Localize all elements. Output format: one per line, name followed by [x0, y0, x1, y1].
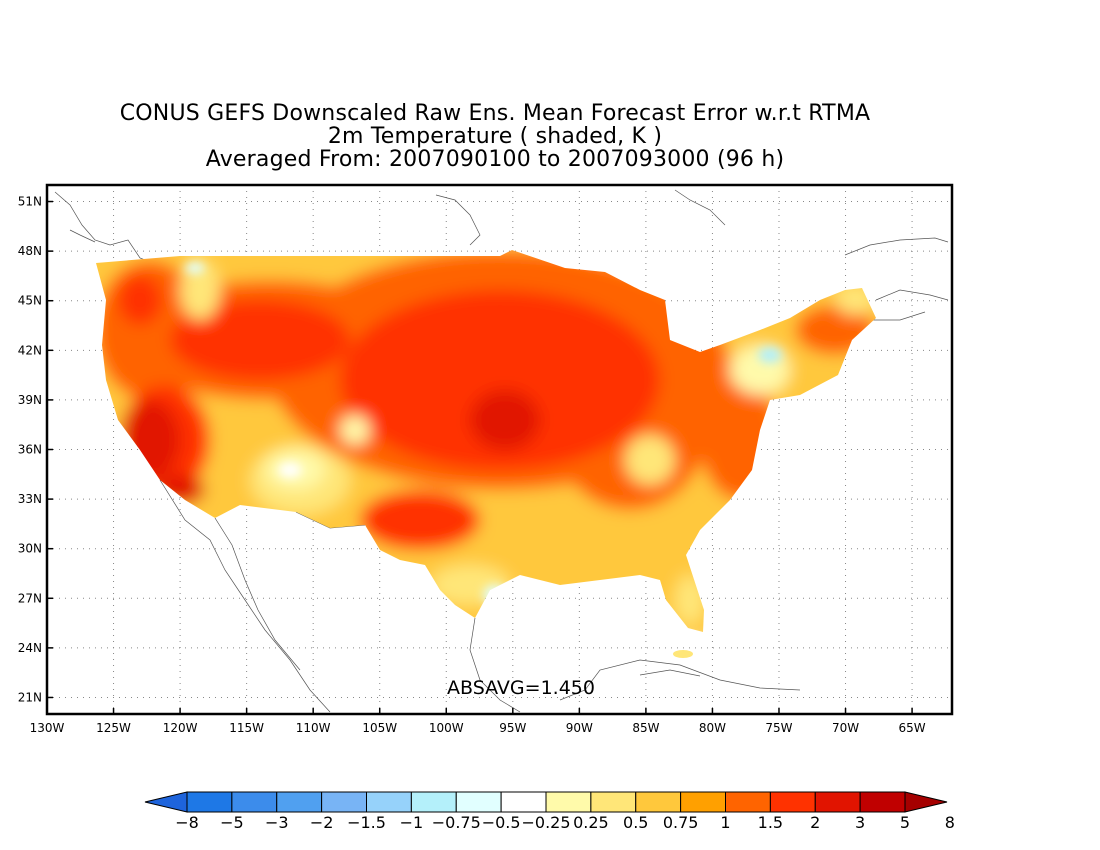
- colorbar-label: −5: [220, 813, 244, 832]
- colorbar-label: −3: [265, 813, 289, 832]
- colorbar-label: −1.5: [347, 813, 386, 832]
- lat-tick-label: 42N: [18, 343, 42, 357]
- lat-tick-label: 24N: [18, 641, 42, 655]
- colorbar-labels: −8 −5 −3 −2 −1.5 −1 −0.75 −0.5 −0.25 0.25 0.5 0.75 1…: [175, 813, 955, 832]
- colorbar-box: [231, 791, 278, 813]
- lat-tick-label: 27N: [18, 591, 42, 605]
- colorbar-box: [635, 791, 682, 813]
- colorbar-label: 0.75: [663, 813, 699, 832]
- colorbar-box: [321, 791, 367, 813]
- colorbar-box: [500, 791, 547, 813]
- colorbar-label: −0.5: [482, 813, 521, 832]
- colorbar-box: [590, 791, 637, 813]
- lon-tick-label: 70W: [832, 721, 859, 735]
- colorbar-label: 0.5: [623, 813, 648, 832]
- lon-tick-label: 95W: [499, 721, 526, 735]
- colorbar-label: −0.25: [521, 813, 570, 832]
- colorbar-label: 1: [720, 813, 730, 832]
- colorbar-box: [545, 791, 592, 813]
- lon-tick-label: 85W: [632, 721, 659, 735]
- title-line-1: CONUS GEFS Downscaled Raw Ens. Mean Fore…: [119, 101, 871, 126]
- lat-tick-label: 30N: [18, 542, 42, 556]
- colorbar-right-triangle: [904, 791, 948, 813]
- colorbar-label: 1.5: [758, 813, 783, 832]
- lat-tick-label: 21N: [18, 690, 42, 704]
- colorbar-label: 5: [900, 813, 910, 832]
- colorbar-box: [276, 791, 323, 813]
- lon-tick-label: 65W: [899, 721, 926, 735]
- bahamas-patch: [673, 650, 693, 658]
- colorbar-left-triangle: [144, 791, 188, 813]
- lon-tick-label: 125W: [96, 721, 131, 735]
- lon-tick-label: 90W: [566, 721, 593, 735]
- colorbar-box: [366, 791, 412, 813]
- colorbar-label: 3: [855, 813, 865, 832]
- chart-title: CONUS GEFS Downscaled Raw Ens. Mean Fore…: [0, 102, 990, 171]
- colorbar-box: [455, 791, 502, 813]
- lat-tick-label: 36N: [18, 443, 42, 457]
- colorbar-box: [769, 791, 816, 813]
- colorbar-box: [725, 791, 771, 813]
- colorbar-box: [680, 791, 726, 813]
- colorbar-box: [814, 791, 861, 813]
- colorbar-boxes: [144, 791, 948, 813]
- title-line-2: 2m Temperature ( shaded, K ): [327, 124, 663, 149]
- lon-tick-label: 130W: [30, 721, 65, 735]
- colorbar: −8 −5 −3 −2 −1.5 −1 −0.75 −0.5 −0.25 0.25 0.5 0.75 1…: [144, 791, 955, 832]
- coastline-outlines: [54, 189, 949, 713]
- longitude-labels: 130W 125W 120W 115W 110W 105W 100W 95W 90W 85W 80W…: [30, 708, 926, 735]
- colorbar-label: 2: [810, 813, 820, 832]
- latitude-labels: 21N 24N 27N 30N 33N 36N 39N 42N 45N 48N 51N: [18, 195, 53, 704]
- lon-tick-label: 100W: [429, 721, 464, 735]
- lat-tick-label: 51N: [18, 195, 42, 209]
- lon-tick-label: 105W: [362, 721, 397, 735]
- lon-tick-label: 80W: [699, 721, 726, 735]
- temperature-error-field: [96, 250, 876, 658]
- lon-tick-label: 115W: [229, 721, 264, 735]
- lon-tick-label: 120W: [163, 721, 198, 735]
- absavg-label: ABSAVG=1.450: [447, 677, 595, 699]
- colorbar-box: [186, 791, 233, 813]
- lon-tick-label: 110W: [296, 721, 331, 735]
- lon-tick-label: 75W: [765, 721, 792, 735]
- colorbar-label: 8: [945, 813, 955, 832]
- colorbar-label: −0.75: [432, 813, 481, 832]
- lat-tick-label: 33N: [18, 492, 42, 506]
- colorbar-box: [859, 791, 906, 813]
- lat-tick-label: 45N: [18, 294, 42, 308]
- forecast-error-map: 21N 24N 27N 30N 33N 36N 39N 42N 45N 48N 51N 130W 12…: [18, 183, 954, 735]
- lat-tick-label: 39N: [18, 393, 42, 407]
- colorbar-label: −2: [310, 813, 334, 832]
- colorbar-label: −1: [400, 813, 424, 832]
- title-line-3: Averaged From: 2007090100 to 2007093000 …: [205, 147, 785, 172]
- lat-tick-label: 48N: [18, 244, 42, 258]
- colorbar-label: −8: [175, 813, 199, 832]
- colorbar-label: 0.25: [573, 813, 609, 832]
- colorbar-box: [410, 791, 457, 813]
